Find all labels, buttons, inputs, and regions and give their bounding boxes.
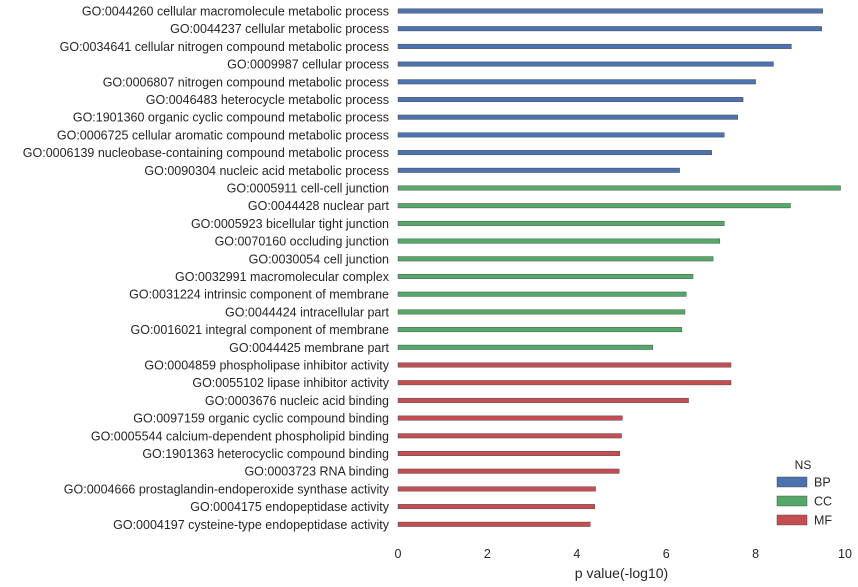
bar-cc <box>397 291 687 297</box>
bar-cc <box>397 185 841 191</box>
bar-cc <box>397 203 791 209</box>
category-label: GO:0044237 cellular metabolic process <box>170 22 389 36</box>
category-label: GO:0044425 membrane part <box>229 341 389 355</box>
bar-bp <box>397 97 744 102</box>
bar-mf <box>397 380 732 386</box>
bar-bp <box>397 8 823 14</box>
bar-bp <box>397 43 792 49</box>
bar-cc <box>397 327 683 333</box>
x-tick-label: 0 <box>395 547 402 561</box>
category-labels: GO:0044260 cellular macromolecule metabo… <box>23 5 390 532</box>
bar-cc <box>397 220 725 226</box>
bar-bp <box>397 61 774 67</box>
category-label: GO:0046483 heterocycle metabolic process <box>146 93 389 107</box>
category-label: GO:0003676 nucleic acid binding <box>205 394 389 408</box>
category-label: GO:0031224 intrinsic component of membra… <box>129 288 389 302</box>
category-label: GO:1901363 heterocyclic compound binding <box>142 447 389 461</box>
bar-mf <box>397 415 623 421</box>
bar-cc <box>397 309 686 315</box>
bar-mf <box>397 362 732 368</box>
category-label: GO:0070160 occluding junction <box>215 235 389 249</box>
bar-cc <box>397 256 714 262</box>
bar-mf <box>397 504 595 510</box>
bar-mf <box>397 468 620 474</box>
category-label: GO:0004197 cysteine-type endopeptidase a… <box>113 518 390 532</box>
category-label: GO:1901360 organic cyclic compound metab… <box>73 111 389 125</box>
category-label: GO:0009987 cellular process <box>227 58 389 72</box>
category-label: GO:0004175 endopeptidase activity <box>190 500 389 514</box>
bar-bp <box>397 150 712 156</box>
legend: NS BP CC MF <box>776 458 832 528</box>
category-label: GO:0005923 bicellular tight junction <box>191 217 389 231</box>
bar-bp <box>397 79 756 85</box>
bar-mf <box>397 433 622 439</box>
legend-swatch-bp <box>776 476 808 488</box>
category-label: GO:0003723 RNA binding <box>244 465 389 479</box>
category-label: GO:0016021 integral component of membran… <box>131 323 390 337</box>
category-label: GO:0006725 cellular aromatic compound me… <box>57 128 389 142</box>
category-label: GO:0004859 phospholipase inhibitor activ… <box>144 359 389 373</box>
category-label: GO:0044260 cellular macromolecule metabo… <box>82 5 389 19</box>
x-axis-title: p value(-log10) <box>575 565 668 581</box>
bar-mf <box>397 397 689 403</box>
bar-bp <box>397 114 738 120</box>
legend-label: BP <box>814 476 831 490</box>
category-label: GO:0005544 calcium-dependent phospholipi… <box>91 429 389 443</box>
bar-cc <box>397 238 721 244</box>
legend-swatch-mf <box>776 514 808 526</box>
category-label: GO:0044428 nuclear part <box>248 199 390 213</box>
category-label: GO:0090304 nucleic acid metabolic proces… <box>144 164 389 178</box>
bar-bp <box>397 26 822 32</box>
bar-cc <box>397 344 653 350</box>
legend-title: NS <box>795 458 812 472</box>
x-tick-label: 6 <box>663 547 670 561</box>
category-label: GO:0005911 cell-cell junction <box>227 182 389 196</box>
x-tick-label: 2 <box>484 547 491 561</box>
x-tick-label: 10 <box>838 547 852 561</box>
legend-label: MF <box>814 514 832 528</box>
category-label: GO:0032991 macromolecular complex <box>175 270 390 284</box>
x-tick-label: 8 <box>752 547 759 561</box>
bar-mf <box>397 486 596 492</box>
x-tick-label: 4 <box>573 547 580 561</box>
category-label: GO:0006139 nucleobase-containing compoun… <box>23 146 389 160</box>
legend-swatch-cc <box>776 495 808 507</box>
category-label: GO:0097159 organic cyclic compound bindi… <box>133 412 389 426</box>
category-label: GO:0034641 cellular nitrogen compound me… <box>60 40 389 54</box>
bar-bp <box>397 132 725 138</box>
bar-bp <box>397 167 680 173</box>
bar-mf <box>397 451 620 456</box>
bar-mf <box>397 521 591 527</box>
category-label: GO:0055102 lipase inhibitor activity <box>192 376 389 390</box>
category-label: GO:0030054 cell junction <box>249 252 389 266</box>
bars <box>397 8 841 527</box>
bar-cc <box>397 274 694 279</box>
category-label: GO:0006807 nitrogen compound metabolic p… <box>103 75 389 89</box>
category-label: GO:0044424 intracellular part <box>225 305 390 319</box>
category-label: GO:0004666 prostaglandin-endoperoxide sy… <box>64 482 390 496</box>
x-axis-ticks: 0 2 4 6 8 10 <box>395 547 852 561</box>
legend-label: CC <box>814 495 832 509</box>
